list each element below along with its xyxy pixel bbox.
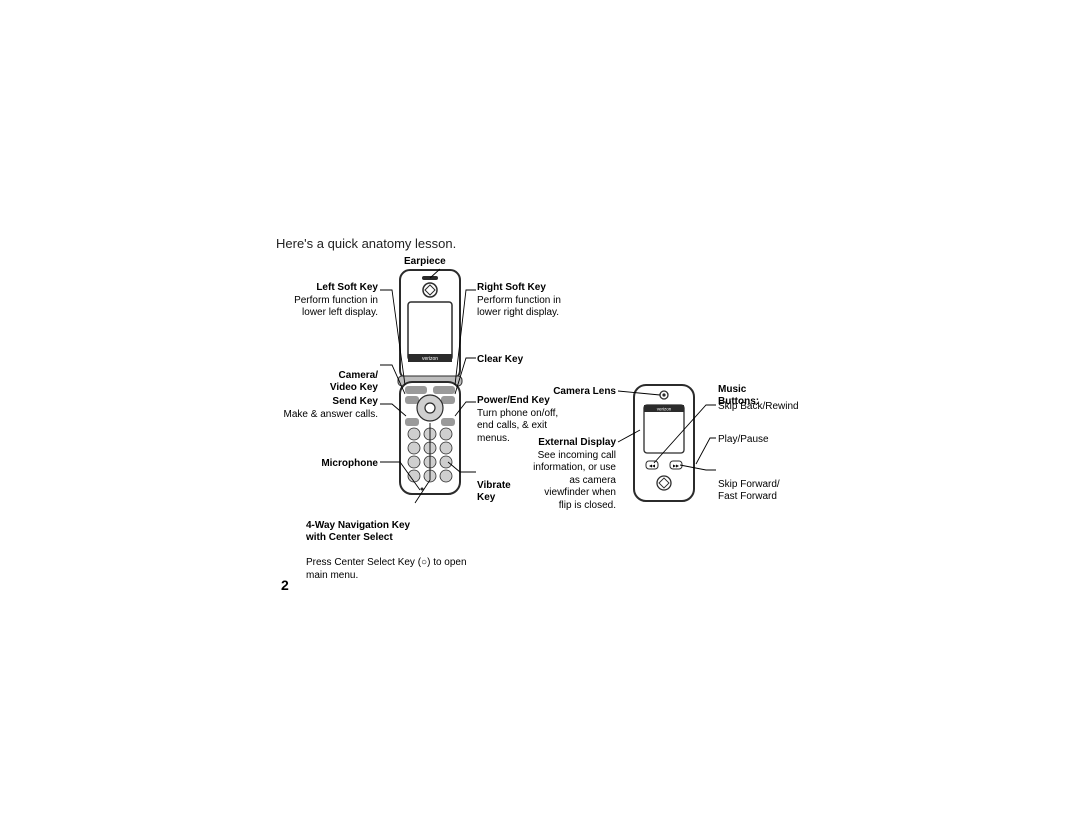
label-title: Vibrate Key xyxy=(477,480,511,505)
label-clear-key: Clear Key xyxy=(477,354,523,367)
label-desc: Make & answer calls. xyxy=(270,409,378,422)
label-title: Left Soft Key xyxy=(270,282,378,295)
label-title: 4-Way Navigation Key with Center Select xyxy=(306,520,476,545)
label-nav-key: 4-Way Navigation Key with Center Select … xyxy=(306,507,476,595)
label-desc: See incoming call information, or use as… xyxy=(530,450,616,513)
label-title: External Display xyxy=(530,437,616,450)
label-title: Send Key xyxy=(270,396,378,409)
label-desc: Play/Pause xyxy=(718,434,769,447)
label-title: Earpiece xyxy=(404,256,446,269)
label-desc: Perform function in lower right display. xyxy=(477,295,587,320)
label-camera-lens: Camera Lens xyxy=(538,386,616,399)
label-title: Camera/ Video Key xyxy=(296,370,378,395)
label-desc: Perform function in lower left display. xyxy=(270,295,378,320)
label-title: Microphone xyxy=(296,458,378,471)
label-right-soft-key: Right Soft Key Perform function in lower… xyxy=(477,282,587,320)
label-desc: Press Center Select Key (○) to open main… xyxy=(306,557,476,582)
label-skip-forward: Skip Forward/ Fast Forward xyxy=(718,466,780,516)
label-title: Clear Key xyxy=(477,354,523,367)
label-skip-back: Skip Back/Rewind xyxy=(718,401,799,414)
label-title: Camera Lens xyxy=(538,386,616,399)
label-title: Right Soft Key xyxy=(477,282,587,295)
label-music-buttons: Music Buttons: xyxy=(718,371,759,421)
label-desc: Skip Forward/ Fast Forward xyxy=(718,479,780,504)
label-vibrate-key: Vibrate Key xyxy=(477,467,511,517)
label-external-display: External Display See incoming call infor… xyxy=(530,437,616,512)
label-play-pause: Play/Pause xyxy=(718,434,769,447)
page-root: Here's a quick anatomy lesson. 2 verizon xyxy=(0,0,1080,834)
label-send-key: Send Key Make & answer calls. xyxy=(270,396,378,421)
label-left-soft-key: Left Soft Key Perform function in lower … xyxy=(270,282,378,320)
label-microphone: Microphone xyxy=(296,458,378,471)
label-desc: Skip Back/Rewind xyxy=(718,401,799,414)
label-earpiece: Earpiece xyxy=(404,256,446,269)
